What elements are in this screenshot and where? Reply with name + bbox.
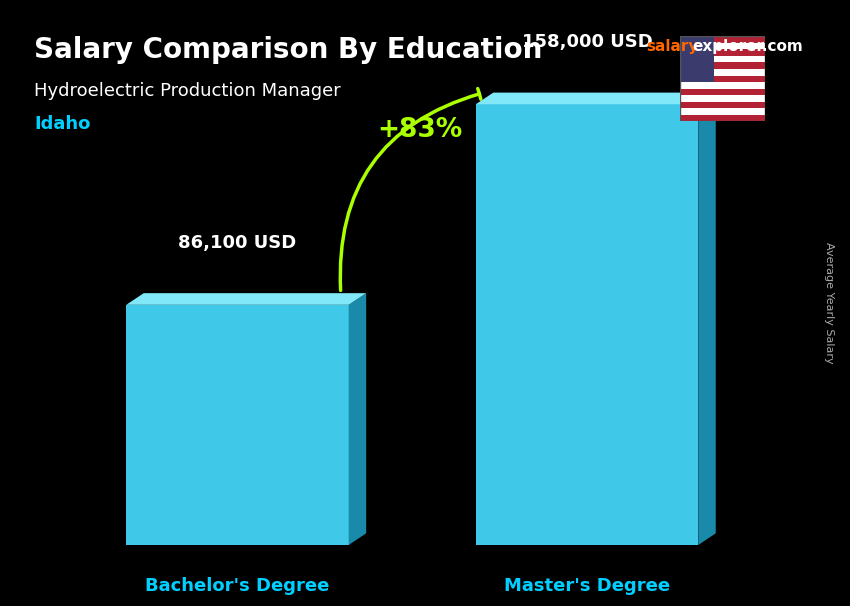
Polygon shape xyxy=(127,305,348,545)
Text: 158,000 USD: 158,000 USD xyxy=(522,33,653,52)
Text: Bachelor's Degree: Bachelor's Degree xyxy=(145,577,330,595)
Bar xyxy=(680,56,765,62)
Bar xyxy=(680,82,765,88)
Bar xyxy=(680,76,765,82)
Bar xyxy=(680,43,765,50)
Bar xyxy=(680,88,765,95)
Text: salary: salary xyxy=(646,39,699,55)
Polygon shape xyxy=(476,104,698,545)
Bar xyxy=(680,108,765,115)
Text: 86,100 USD: 86,100 USD xyxy=(178,234,297,252)
Text: Hydroelectric Production Manager: Hydroelectric Production Manager xyxy=(34,82,341,100)
Bar xyxy=(680,102,765,108)
Bar xyxy=(680,50,765,56)
Text: Idaho: Idaho xyxy=(34,115,90,133)
Text: +83%: +83% xyxy=(377,118,462,144)
Bar xyxy=(680,69,765,76)
Text: Salary Comparison By Education: Salary Comparison By Education xyxy=(34,36,542,64)
Polygon shape xyxy=(698,93,716,545)
Bar xyxy=(680,62,765,69)
Text: Average Yearly Salary: Average Yearly Salary xyxy=(824,242,834,364)
Text: explorer.com: explorer.com xyxy=(693,39,803,55)
Bar xyxy=(680,36,765,43)
Text: Master's Degree: Master's Degree xyxy=(504,577,670,595)
Polygon shape xyxy=(348,293,366,545)
Bar xyxy=(680,95,765,102)
Polygon shape xyxy=(476,93,716,104)
Bar xyxy=(680,115,765,121)
Bar xyxy=(680,36,714,82)
Polygon shape xyxy=(127,293,366,305)
